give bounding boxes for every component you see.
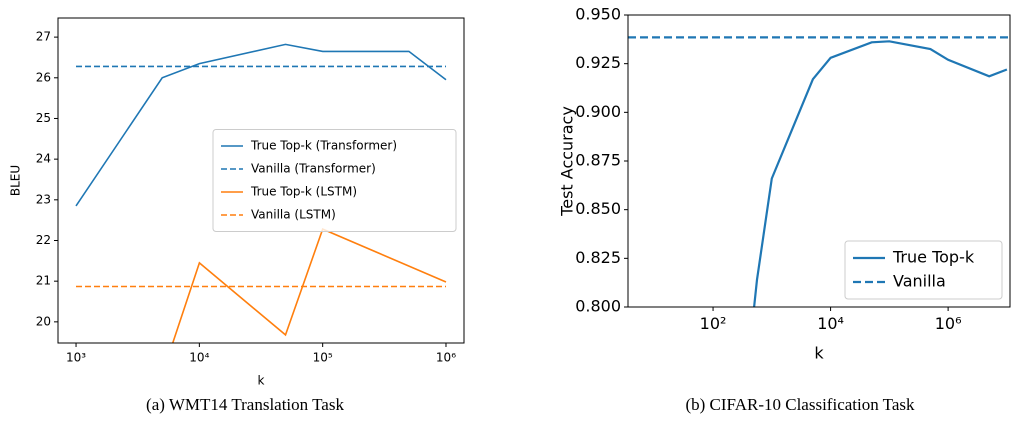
y-tick-label: 0.900: [575, 102, 621, 121]
x-tick-label: 10³: [66, 351, 86, 365]
x-tick-label: 10⁴: [189, 351, 209, 365]
legend-label: Vanilla (LSTM): [251, 208, 336, 222]
y-tick-label: 20: [36, 314, 51, 328]
y-tick-label: 25: [36, 111, 51, 125]
x-tick-label: 10⁶: [935, 314, 962, 333]
y-tick-label: 24: [36, 152, 51, 166]
legend-box: [844, 240, 1003, 300]
legend-label: Vanilla (Transformer): [251, 162, 376, 176]
y-tick-label: 0.950: [575, 5, 621, 24]
x-tick-label: 10⁴: [817, 314, 844, 333]
y-tick-label: 22: [36, 233, 51, 247]
y-tick-label: 0.875: [575, 151, 621, 170]
legend-label: True Top-k (Transformer): [250, 139, 397, 153]
legend-box: [212, 129, 457, 232]
y-tick-label: 21: [36, 274, 51, 288]
x-axis-label: k: [258, 374, 265, 388]
y-tick-label: 27: [36, 30, 51, 44]
y-tick-label: 23: [36, 192, 51, 206]
x-tick-label: 10⁶: [436, 351, 456, 365]
subplot: 0.800 0.825 0.850 0.875 0.900 0.925 0.950 10² 10…: [558, 5, 1011, 414]
x-tick-label: 10²: [700, 314, 727, 333]
subplot: 20 21 22 23 24 25 26 27 10³ 10⁴ 10⁵ 10⁶ k BLEU (a) WMT…: [9, 17, 465, 414]
series-line: [171, 228, 447, 343]
y-tick-label: 0.925: [575, 53, 621, 72]
series-line: [75, 43, 447, 207]
y-tick-label: 0.850: [575, 199, 621, 218]
y-tick-label: 0.800: [575, 297, 621, 316]
caption: (b) CIFAR-10 Classification Task: [685, 395, 915, 414]
caption: (a) WMT14 Translation Task: [146, 395, 344, 414]
series-line: [753, 40, 1008, 307]
legend-label: True Top-k: [892, 248, 975, 267]
y-axis-label: BLEU: [9, 165, 23, 196]
legend-label: Vanilla: [893, 272, 946, 291]
y-tick-label: 26: [36, 70, 51, 84]
axes-frame: [57, 17, 465, 344]
y-tick-label: 0.825: [575, 248, 621, 267]
x-tick-label: 10⁵: [313, 351, 333, 365]
legend-label: True Top-k (LSTM): [250, 185, 357, 199]
axes-frame: [627, 14, 1011, 308]
y-axis-label: Test Accuracy: [558, 106, 577, 217]
x-axis-label: k: [814, 344, 824, 363]
